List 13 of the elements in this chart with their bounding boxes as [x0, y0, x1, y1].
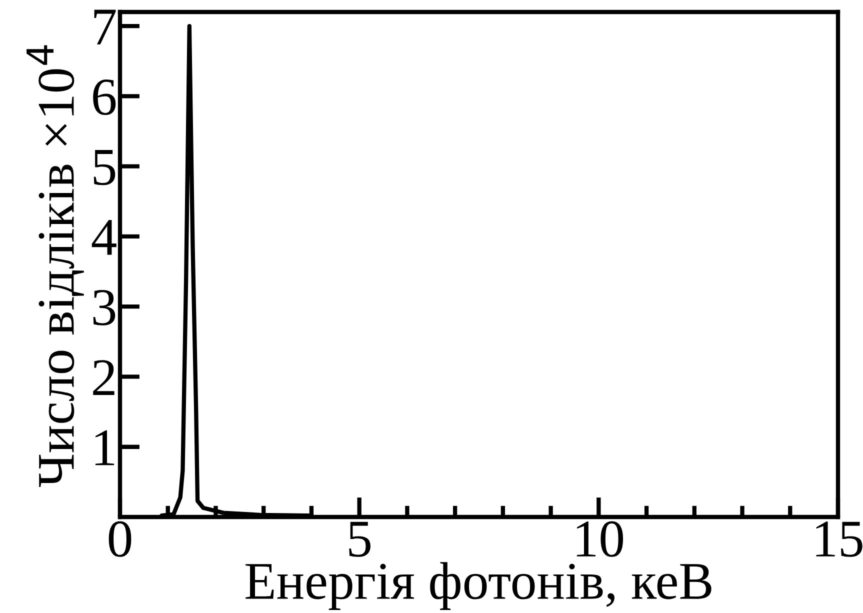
y-tick-label: 4 [92, 220, 116, 255]
x-tick-label: 10 [576, 521, 624, 557]
y-tick-label: 2 [93, 360, 114, 396]
x-tick-label: 0 [108, 521, 132, 557]
y-tick-label: 5 [94, 150, 116, 186]
y-tick-label: 3 [93, 290, 116, 326]
x-axis-title: Енергія фотонів, кеВ [246, 562, 712, 610]
x-tick-label: 5 [349, 522, 370, 557]
y-tick-label: 1 [95, 430, 114, 466]
y-axis-title: Число відліків ×10$^{4}$ [26, 45, 84, 487]
y-tick-label: 6 [93, 80, 116, 115]
x-tick-label: 15 [816, 522, 862, 557]
y-tick-label: 7 [94, 10, 116, 44]
